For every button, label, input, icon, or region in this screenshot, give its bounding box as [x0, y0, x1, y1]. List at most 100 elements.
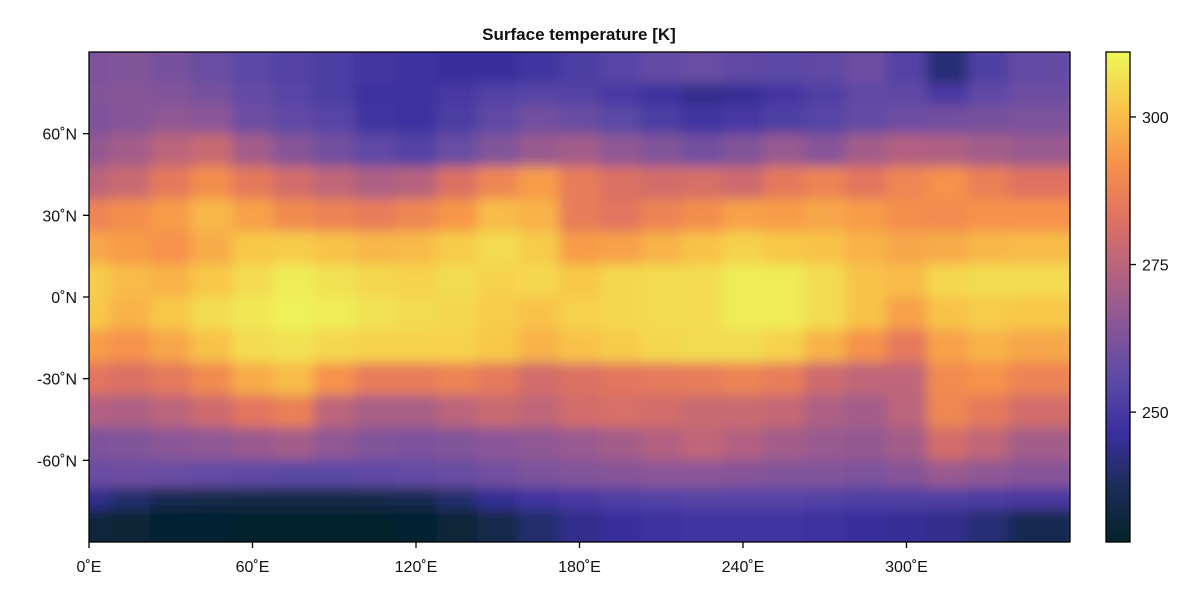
heatmap-cell	[967, 52, 1010, 85]
heatmap-cell	[191, 231, 233, 266]
heatmap-cell	[886, 362, 928, 396]
heatmap-cell	[436, 329, 479, 364]
y-tick-label: 60˚N	[42, 127, 77, 144]
heatmap-cell	[436, 509, 479, 542]
heatmap-cell	[640, 105, 683, 135]
heatmap-cell	[640, 133, 683, 168]
heatmap-cell	[395, 427, 438, 462]
heatmap-cell	[886, 329, 928, 364]
heatmap-cell	[763, 509, 806, 542]
heatmap-cell	[926, 460, 969, 489]
heatmap-cell	[804, 427, 846, 462]
heatmap-cell	[191, 297, 233, 331]
heatmap-cell	[599, 52, 642, 85]
heatmap-cell	[109, 199, 152, 233]
heatmap-cell	[272, 509, 315, 542]
x-tick-label: 300˚E	[885, 559, 928, 576]
heatmap-cell	[436, 487, 479, 511]
heatmap-field	[89, 52, 1070, 542]
heatmap-cell	[272, 83, 315, 106]
heatmap-cell	[272, 52, 315, 85]
heatmap-cell	[845, 199, 887, 233]
heatmap-cell	[599, 83, 642, 106]
heatmap-cell	[926, 509, 969, 542]
heatmap-cell	[191, 329, 233, 364]
heatmap-cell	[354, 83, 397, 106]
heatmap-cell	[477, 133, 519, 168]
heatmap-cell	[477, 264, 519, 298]
heatmap-cell	[477, 52, 519, 85]
heatmap-cell	[1008, 52, 1070, 85]
heatmap-cell	[559, 264, 601, 298]
heatmap-cell	[559, 133, 601, 168]
heatmap-cell	[477, 487, 519, 511]
heatmap-cell	[109, 133, 152, 168]
heatmap-cell	[109, 166, 152, 200]
heatmap-cell	[395, 166, 438, 200]
heatmap-cell	[640, 395, 683, 429]
heatmap-cell	[191, 460, 233, 489]
heatmap-cell	[89, 487, 111, 511]
heatmap-cell	[967, 133, 1010, 168]
heatmap-cell	[191, 427, 233, 462]
heatmap-cell	[89, 427, 111, 462]
heatmap-cell	[926, 133, 969, 168]
heatmap-cell	[681, 427, 724, 462]
heatmap-cell	[886, 487, 928, 511]
heatmap-cell	[1008, 105, 1070, 135]
heatmap-cell	[804, 487, 846, 511]
heatmap-cell	[395, 487, 438, 511]
heatmap-cell	[395, 231, 438, 266]
heatmap-cell	[967, 509, 1010, 542]
heatmap-cell	[89, 133, 111, 168]
heatmap-cell	[722, 509, 765, 542]
heatmap-cell	[845, 231, 887, 266]
heatmap-cell	[395, 297, 438, 331]
heatmap-cell	[722, 166, 765, 200]
heatmap-cell	[763, 427, 806, 462]
heatmap-cell	[150, 133, 192, 168]
heatmap-cell	[845, 105, 887, 135]
heatmap-cell	[150, 166, 192, 200]
heatmap-cell	[436, 460, 479, 489]
heatmap-cell	[436, 199, 479, 233]
heatmap-cell	[763, 329, 806, 364]
heatmap-cell	[272, 105, 315, 135]
heatmap-cell	[150, 395, 192, 429]
heatmap-cell	[722, 52, 765, 85]
colorbar-tick-label: 300	[1142, 110, 1169, 127]
heatmap-cell	[518, 133, 560, 168]
heatmap-cell	[1008, 264, 1070, 298]
heatmap-cell	[804, 166, 846, 200]
heatmap-cell	[681, 460, 724, 489]
heatmap-cell	[763, 105, 806, 135]
heatmap-cell	[109, 231, 152, 266]
heatmap-cell	[967, 362, 1010, 396]
heatmap-cell	[150, 487, 192, 511]
heatmap-cell	[886, 460, 928, 489]
heatmap-cell	[926, 329, 969, 364]
heatmap-cell	[926, 105, 969, 135]
heatmap-cell	[763, 395, 806, 429]
heatmap-cell	[681, 52, 724, 85]
heatmap-cell	[722, 297, 765, 331]
heatmap-cell	[640, 509, 683, 542]
heatmap-cell	[681, 487, 724, 511]
heatmap-cell	[354, 231, 397, 266]
heatmap-cell	[518, 395, 560, 429]
heatmap-cell	[559, 509, 601, 542]
heatmap-cell	[272, 166, 315, 200]
heatmap-cell	[191, 166, 233, 200]
heatmap-cell	[272, 199, 315, 233]
heatmap-cell	[845, 133, 887, 168]
heatmap-cell	[640, 362, 683, 396]
heatmap-cell	[845, 83, 887, 106]
y-axis: 60˚N 30˚N 0˚N -30˚N -60˚N	[37, 127, 89, 470]
heatmap-cell	[232, 487, 274, 511]
colorbar-frame	[1105, 51, 1131, 543]
heatmap-cell	[967, 83, 1010, 106]
heatmap-cell	[272, 427, 315, 462]
heatmap-cell	[150, 427, 192, 462]
heatmap-cell	[967, 231, 1010, 266]
heatmap-cell	[681, 166, 724, 200]
